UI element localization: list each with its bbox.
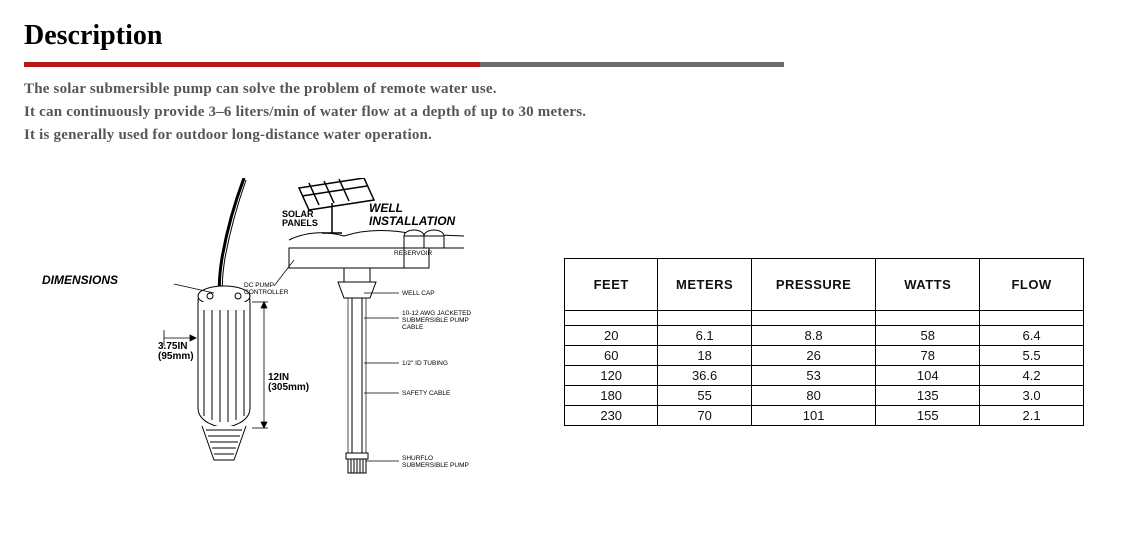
label-cable: 10-12 AWG JACKETED SUBMERSIBLE PUMP CABL… [402,310,471,331]
label-safety: SAFETY CABLE [402,390,450,397]
table-row: 20 6.1 8.8 58 6.4 [565,326,1084,346]
description-block: The solar submersible pump can solve the… [24,81,1103,144]
desc-line: It can continuously provide 3–6 liters/m… [24,104,1103,121]
page-title: Description [24,20,1103,52]
col-meters: METERS [658,259,751,311]
desc-line: The solar submersible pump can solve the… [24,81,1103,98]
label-pump: SHURFLO SUBMERSIBLE PUMP [402,455,469,469]
table-row: 60 18 26 78 5.5 [565,346,1084,366]
heading-rule [24,62,784,67]
content-row: DIMENSIONS WELL INSTALLATION SOLAR PANEL… [24,178,1103,478]
label-reservoir: RESERVOIR [394,250,432,257]
spec-table-block: FEET METERS PRESSURE WATTS FLOW 20 6.1 8… [564,258,1084,426]
label-controller: DC PUMP CONTROLLER [244,282,288,296]
desc-line: It is generally used for outdoor long-di… [24,127,1103,144]
label-solar-panels: SOLAR PANELS [282,210,318,229]
table-body: 20 6.1 8.8 58 6.4 60 18 26 78 5.5 120 36… [565,326,1084,426]
label-dim-height: 12IN (305mm) [268,373,309,393]
diagram: DIMENSIONS WELL INSTALLATION SOLAR PANEL… [114,178,464,478]
label-dimensions: DIMENSIONS [42,274,118,287]
spec-table: FEET METERS PRESSURE WATTS FLOW 20 6.1 8… [564,258,1084,426]
label-well-install: WELL INSTALLATION [369,202,464,227]
diagram-block: DIMENSIONS WELL INSTALLATION SOLAR PANEL… [24,178,554,478]
col-feet: FEET [565,259,658,311]
label-dim-width: 3.75IN (95mm) [158,342,194,362]
col-flow: FLOW [980,259,1084,311]
table-header-row: FEET METERS PRESSURE WATTS FLOW [565,259,1084,311]
col-pressure: PRESSURE [751,259,876,311]
table-row: 120 36.6 53 104 4.2 [565,366,1084,386]
label-well-cap: WELL CAP [402,290,435,297]
table-spacer [565,311,1084,326]
table-row: 180 55 80 135 3.0 [565,386,1084,406]
label-tubing: 1/2" ID TUBING [402,360,448,367]
table-row: 230 70 101 155 2.1 [565,406,1084,426]
col-watts: WATTS [876,259,980,311]
